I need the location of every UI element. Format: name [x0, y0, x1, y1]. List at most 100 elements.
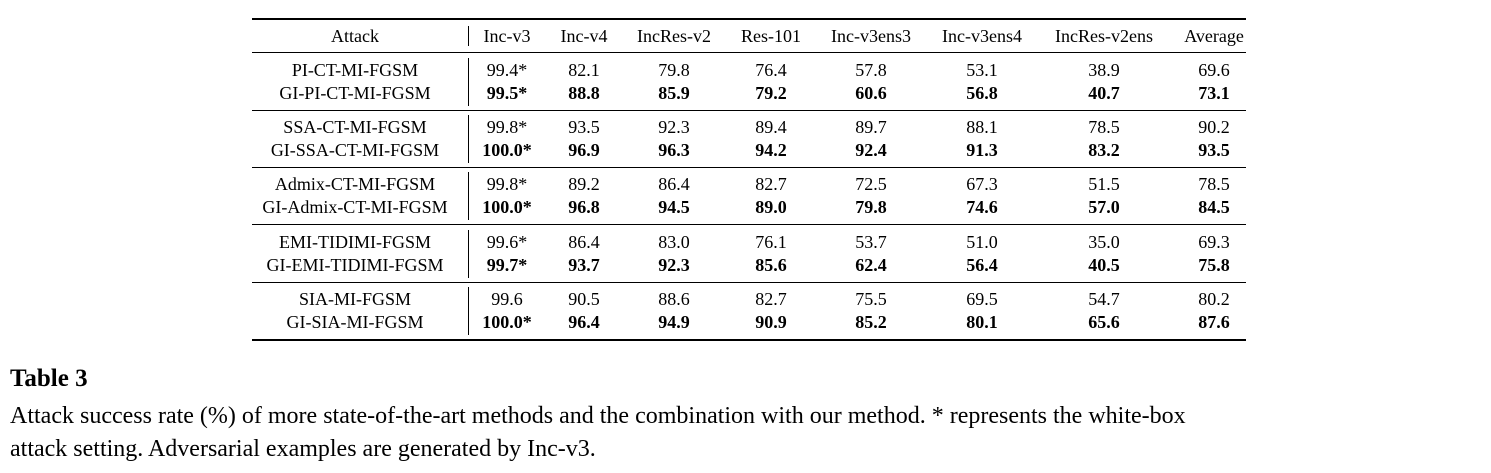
column-divider — [468, 58, 469, 106]
value-cell: 69.3 — [1198, 231, 1230, 252]
value-cell: 92.4 — [855, 140, 887, 161]
value-cell: 60.6 — [855, 83, 887, 103]
value-cell: 53.7 — [855, 231, 887, 252]
top-rule — [252, 18, 1246, 20]
value-cell: 89.7 — [855, 117, 887, 138]
method-name: SSA-CT-MI-FGSM — [283, 117, 427, 138]
value-cell: 100.0* — [482, 311, 532, 332]
method-name: GI-SIA-MI-FGSM — [286, 311, 424, 332]
method-name: GI-EMI-TIDIMI-FGSM — [266, 254, 444, 275]
value-cell: 100.0* — [482, 197, 532, 218]
value-cell: 75.5 — [855, 288, 887, 309]
value-cell: 78.5 — [1088, 117, 1120, 138]
value-cell: 88.6 — [658, 288, 690, 309]
value-cell: 92.3 — [658, 254, 690, 275]
group-rule — [252, 224, 1246, 226]
value-cell: 93.5 — [1198, 140, 1230, 161]
value-cell: 88.8 — [568, 83, 600, 103]
header-rule — [252, 52, 1246, 53]
value-cell: 83.0 — [658, 231, 690, 252]
value-cell: 89.4 — [755, 117, 787, 138]
caption-line: Attack success rate (%) of more state-of… — [10, 403, 1186, 429]
header-cell: Res-101 — [741, 26, 801, 46]
value-cell: 90.2 — [1198, 117, 1230, 138]
value-cell: 57.0 — [1088, 197, 1120, 218]
value-cell: 69.5 — [966, 288, 998, 309]
bottom-rule — [252, 338, 1246, 341]
value-cell: 56.4 — [966, 254, 998, 275]
value-cell: 100.0* — [482, 140, 532, 161]
value-cell: 54.7 — [1088, 288, 1120, 309]
value-cell: 85.6 — [755, 254, 787, 275]
value-cell: 99.8* — [486, 174, 528, 195]
value-cell: 84.5 — [1198, 197, 1230, 218]
value-cell: 86.4 — [658, 174, 690, 195]
value-cell: 51.5 — [1088, 174, 1120, 195]
value-cell: 80.1 — [966, 311, 998, 332]
value-cell: 88.1 — [966, 117, 998, 138]
value-cell: 51.0 — [966, 231, 998, 252]
value-cell: 99.6* — [486, 231, 528, 252]
header-cell: Inc-v4 — [560, 26, 608, 46]
value-cell: 99.8* — [486, 117, 528, 138]
value-cell: 76.1 — [755, 231, 787, 252]
value-cell: 96.3 — [658, 140, 690, 161]
value-cell: 89.2 — [568, 174, 600, 195]
value-cell: 91.3 — [966, 140, 998, 161]
method-name: Admix-CT-MI-FGSM — [274, 174, 436, 195]
value-cell: 82.7 — [755, 174, 787, 195]
method-name: GI-Admix-CT-MI-FGSM — [262, 197, 448, 218]
group-rule — [252, 281, 1246, 283]
value-cell: 57.8 — [855, 60, 887, 80]
value-cell: 62.4 — [855, 254, 887, 275]
value-cell: 56.8 — [966, 83, 998, 103]
column-divider — [468, 115, 469, 164]
value-cell: 83.2 — [1088, 140, 1120, 161]
method-name: SIA-MI-FGSM — [298, 288, 412, 309]
header-cell: Inc-v3ens3 — [831, 26, 911, 46]
value-cell: 90.9 — [755, 311, 787, 332]
value-cell: 86.4 — [568, 231, 600, 252]
value-cell: 85.9 — [658, 83, 690, 103]
value-cell: 38.9 — [1088, 60, 1120, 80]
value-cell: 82.7 — [755, 288, 787, 309]
header-cell: IncRes-v2ens — [1055, 26, 1153, 46]
value-cell: 79.8 — [855, 197, 887, 218]
value-cell: 80.2 — [1198, 288, 1230, 309]
column-divider — [468, 172, 469, 221]
value-cell: 67.3 — [966, 174, 998, 195]
caption-label: Table 3 — [10, 365, 88, 392]
header-cell: Inc-v3ens4 — [942, 26, 1022, 46]
caption-line: attack setting. Adversarial examples are… — [10, 436, 596, 462]
value-cell: 87.6 — [1198, 311, 1230, 332]
value-cell: 53.1 — [966, 60, 998, 80]
value-cell: 99.7* — [486, 254, 528, 275]
header-cell: Average — [1184, 26, 1244, 46]
value-cell: 99.6 — [491, 288, 523, 309]
value-cell: 79.8 — [658, 60, 690, 80]
column-divider — [468, 229, 469, 278]
value-cell: 65.6 — [1088, 311, 1120, 332]
value-cell: 90.5 — [568, 288, 600, 309]
value-cell: 96.8 — [568, 197, 600, 218]
method-name: GI-PI-CT-MI-FGSM — [279, 83, 431, 103]
value-cell: 99.5* — [486, 83, 528, 103]
value-cell: 94.9 — [658, 311, 690, 332]
group-rule — [252, 110, 1246, 111]
value-cell: 99.4* — [486, 60, 528, 80]
value-cell: 75.8 — [1198, 254, 1230, 275]
header-cell: IncRes-v2 — [637, 26, 711, 46]
column-divider — [468, 286, 469, 335]
header-cell: Attack — [331, 26, 379, 46]
value-cell: 93.5 — [568, 117, 600, 138]
value-cell: 82.1 — [568, 60, 600, 80]
method-name: PI-CT-MI-FGSM — [291, 60, 419, 80]
method-name: EMI-TIDIMI-FGSM — [279, 231, 431, 252]
value-cell: 93.7 — [568, 254, 600, 275]
value-cell: 96.9 — [568, 140, 600, 161]
value-cell: 78.5 — [1198, 174, 1230, 195]
value-cell: 94.5 — [658, 197, 690, 218]
value-cell: 96.4 — [568, 311, 600, 332]
value-cell: 69.6 — [1198, 60, 1230, 80]
